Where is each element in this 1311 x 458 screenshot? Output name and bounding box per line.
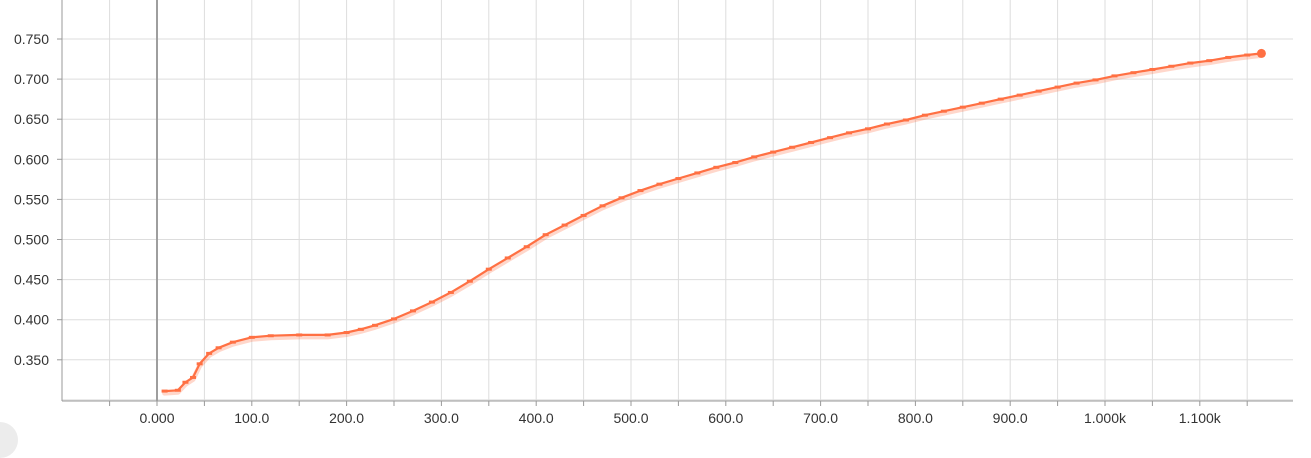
data-point [174, 388, 181, 392]
data-point [1225, 55, 1232, 59]
data-point [940, 109, 947, 113]
data-point [865, 127, 871, 131]
y-tick-label: 0.500 [14, 232, 49, 248]
x-tick-label: 1.100k [1179, 410, 1222, 426]
data-point [827, 136, 834, 140]
axes [57, 0, 1293, 406]
data-point [637, 189, 644, 193]
data-point [732, 161, 739, 165]
y-tick-label: 0.600 [14, 151, 49, 167]
data-point [561, 223, 568, 227]
x-tick-label: 0.000 [139, 410, 174, 426]
data-point [618, 196, 625, 200]
y-tick-label: 0.700 [14, 71, 49, 87]
tick-labels: 0.000 100.0 200.0 300.0 400.0 500.0 600.0 700.0… [14, 31, 1222, 426]
data-point [357, 327, 364, 331]
data-point [196, 362, 203, 366]
y-tick-label: 0.450 [14, 272, 49, 288]
data-point [902, 118, 909, 122]
data-point [1168, 64, 1175, 68]
data-point [599, 204, 606, 208]
data-point [215, 346, 222, 350]
data-point [921, 113, 928, 117]
data-point [846, 131, 853, 135]
data-point [485, 267, 492, 271]
data-point [1016, 93, 1023, 97]
grid-lines [62, 0, 1293, 401]
series-end-marker [1256, 48, 1266, 58]
data-point [713, 165, 720, 169]
data-point [789, 145, 796, 149]
y-tick-label: 0.550 [14, 191, 49, 207]
data-point [466, 279, 473, 283]
data-point [504, 256, 511, 260]
data-point [229, 340, 236, 344]
data-point [978, 101, 985, 105]
x-tick-label: 500.0 [613, 410, 648, 426]
data-point [1149, 67, 1156, 71]
series-raw-line [162, 52, 1264, 396]
x-tick-label: 100.0 [234, 410, 269, 426]
x-tick-label: 200.0 [329, 410, 364, 426]
data-point [883, 122, 890, 126]
data-point [770, 150, 777, 154]
data-point [1073, 81, 1080, 85]
data-point [391, 317, 397, 321]
data-point [428, 300, 435, 304]
x-tick-label: 900.0 [993, 410, 1028, 426]
data-point [161, 389, 168, 393]
data-point [182, 380, 189, 384]
x-tick-label: 700.0 [803, 410, 838, 426]
data-point [248, 335, 255, 339]
data-point [751, 155, 758, 159]
data-point [1092, 78, 1099, 82]
data-point [959, 105, 966, 109]
data-point [656, 182, 663, 186]
data-point [1054, 85, 1061, 89]
x-tick-label: 600.0 [708, 410, 743, 426]
data-point [343, 331, 350, 335]
data-point [694, 171, 701, 175]
data-point [206, 351, 213, 355]
y-tick-label: 0.650 [14, 111, 49, 127]
x-tick-label: 1.000k [1084, 410, 1127, 426]
data-point [324, 333, 331, 337]
data-point [296, 333, 303, 337]
data-point [1206, 59, 1213, 63]
data-point [372, 323, 379, 327]
line-chart: 0.000 100.0 200.0 300.0 400.0 500.0 600.0 700.0… [14, 0, 1293, 426]
data-point [1035, 89, 1042, 93]
data-point [1111, 74, 1118, 78]
y-tick-label: 0.400 [14, 312, 49, 328]
data-point [580, 213, 587, 217]
series-layer [161, 48, 1266, 393]
x-tick-label: 800.0 [898, 410, 933, 426]
series-line [163, 52, 1263, 393]
x-tick-label: 300.0 [424, 410, 459, 426]
y-tick-label: 0.750 [14, 31, 49, 47]
data-point [267, 334, 274, 338]
data-point [997, 97, 1004, 101]
data-point [1187, 61, 1194, 65]
data-point [675, 177, 682, 181]
data-point [1130, 71, 1137, 75]
data-point [808, 140, 815, 144]
data-point [523, 245, 530, 249]
data-point [542, 233, 549, 237]
data-point [447, 290, 454, 294]
data-point [409, 309, 416, 313]
data-point [190, 375, 197, 379]
x-tick-label: 400.0 [519, 410, 554, 426]
raw-data-layer [162, 52, 1264, 396]
y-tick-label: 0.350 [14, 352, 49, 368]
data-point [1244, 53, 1251, 57]
